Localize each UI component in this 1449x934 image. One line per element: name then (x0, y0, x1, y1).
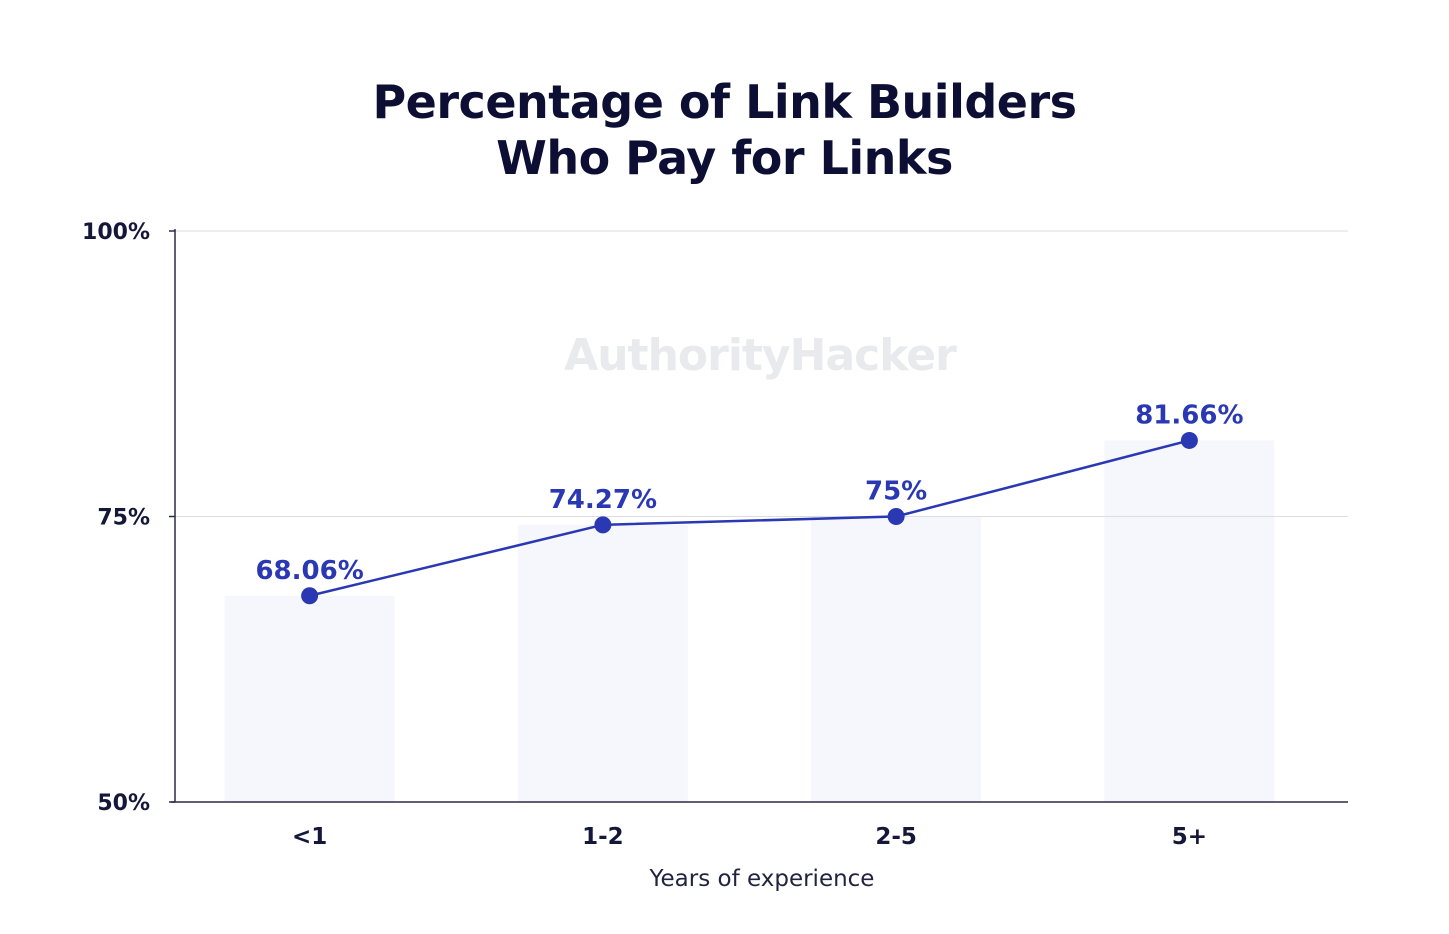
y-tick-labels: 50% 75% 100% (82, 220, 150, 816)
background-bar (517, 524, 688, 802)
watermark-text: AuthorityHacker (564, 330, 957, 381)
data-points (301, 431, 1198, 605)
x-tick-label: 1-2 (582, 824, 624, 850)
x-tick-label: 5+ (1172, 824, 1207, 850)
data-labels: 68.06% 74.27% 75% 81.66% (255, 400, 1243, 585)
series-line (309, 439, 1190, 597)
data-label: 75% (865, 477, 927, 507)
x-axis-title: Years of experience (649, 866, 875, 892)
data-label: 81.66% (1135, 400, 1243, 430)
data-point (594, 516, 612, 534)
grid-lines (175, 230, 1348, 517)
data-label: 68.06% (255, 556, 363, 586)
x-tick-labels: <1 1-2 2-5 5+ (292, 824, 1207, 850)
chart-title: Percentage of Link Builders Who Pay for … (0, 74, 1449, 186)
y-tick-label: 50% (97, 791, 150, 816)
x-tick-label: 2-5 (875, 824, 917, 850)
data-point (1180, 431, 1198, 449)
y-tick-label: 100% (82, 220, 150, 245)
data-label: 74.27% (549, 485, 657, 515)
series-polyline (309, 439, 1190, 597)
background-bar (224, 595, 395, 802)
chart-title-line-2: Who Pay for Links (496, 131, 953, 185)
background-bar (1104, 440, 1275, 802)
axes (169, 229, 1348, 803)
x-tick-label: <1 (292, 824, 327, 850)
data-point (301, 587, 319, 605)
data-point (887, 508, 905, 525)
chart-title-line-1: Percentage of Link Builders (372, 75, 1077, 129)
background-bar (811, 516, 982, 802)
background-bars (224, 440, 1275, 802)
y-tick-label: 75% (97, 506, 150, 531)
